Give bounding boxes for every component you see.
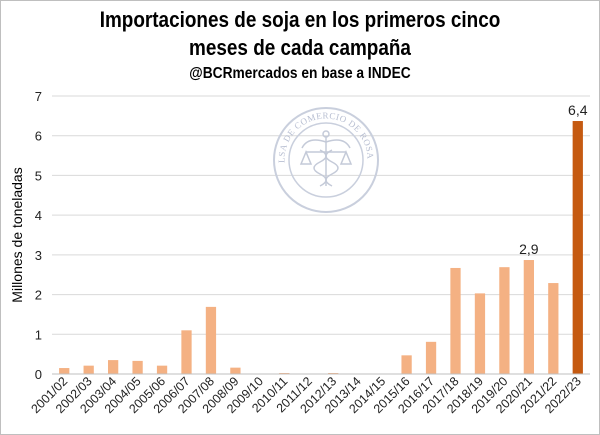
bar-2006-07 (181, 330, 192, 374)
x-axis-ticks: 2001/022002/032003/042004/052005/062006/… (28, 374, 583, 416)
bar-2004-05 (132, 360, 143, 374)
y-tick-label: 2 (35, 288, 42, 303)
y-tick-label: 3 (35, 248, 42, 263)
bar-2001-02 (59, 368, 70, 374)
bar-2016-17 (425, 341, 437, 374)
y-axis-ticks: 0 1 2 3 4 5 6 7 (35, 89, 42, 382)
bar-2005-06 (156, 365, 168, 374)
data-label: 6,4 (568, 102, 588, 118)
bar-2008-09 (230, 367, 241, 374)
data-labels: 2,9 6,4 (519, 102, 588, 257)
bar-2018-19 (474, 293, 486, 374)
bar-2015-16 (401, 355, 412, 374)
y-tick-label: 5 (35, 168, 42, 183)
bar-2022-23 (572, 121, 583, 375)
chart-title-line-2: meses de cada campaña (189, 35, 411, 60)
bar-2021-22 (548, 283, 559, 374)
bar-2007-08 (205, 306, 217, 374)
chart-title-line-1: Importaciones de soja en los primeros ci… (99, 7, 501, 32)
watermark-seal: BOLSA DE COMERCIO DE ROSARIO (0, 0, 379, 213)
data-label: 2,9 (519, 241, 539, 257)
y-tick-label: 4 (35, 208, 42, 223)
bars (59, 121, 583, 375)
chart-subtitle: @BCRmercados en base a INDEC (189, 65, 411, 82)
seal-text: BOLSA DE COMERCIO DE ROSARIO (0, 0, 376, 163)
caduceus-seal-icon (299, 130, 353, 187)
bar-2019-20 (499, 267, 510, 374)
bar-2017-18 (450, 267, 461, 374)
y-tick-label: 0 (35, 367, 42, 382)
y-tick-label: 1 (35, 327, 42, 342)
y-tick-label: 6 (35, 129, 42, 144)
bar-2003-04 (108, 360, 119, 374)
seal-outer-ring (273, 107, 379, 213)
y-tick-label: 7 (35, 89, 42, 104)
bar-2020-21 (523, 260, 534, 374)
bar-2002-03 (83, 365, 94, 374)
seal-inner-ring (288, 122, 364, 198)
y-axis-label: Millones de toneladas (9, 167, 25, 302)
